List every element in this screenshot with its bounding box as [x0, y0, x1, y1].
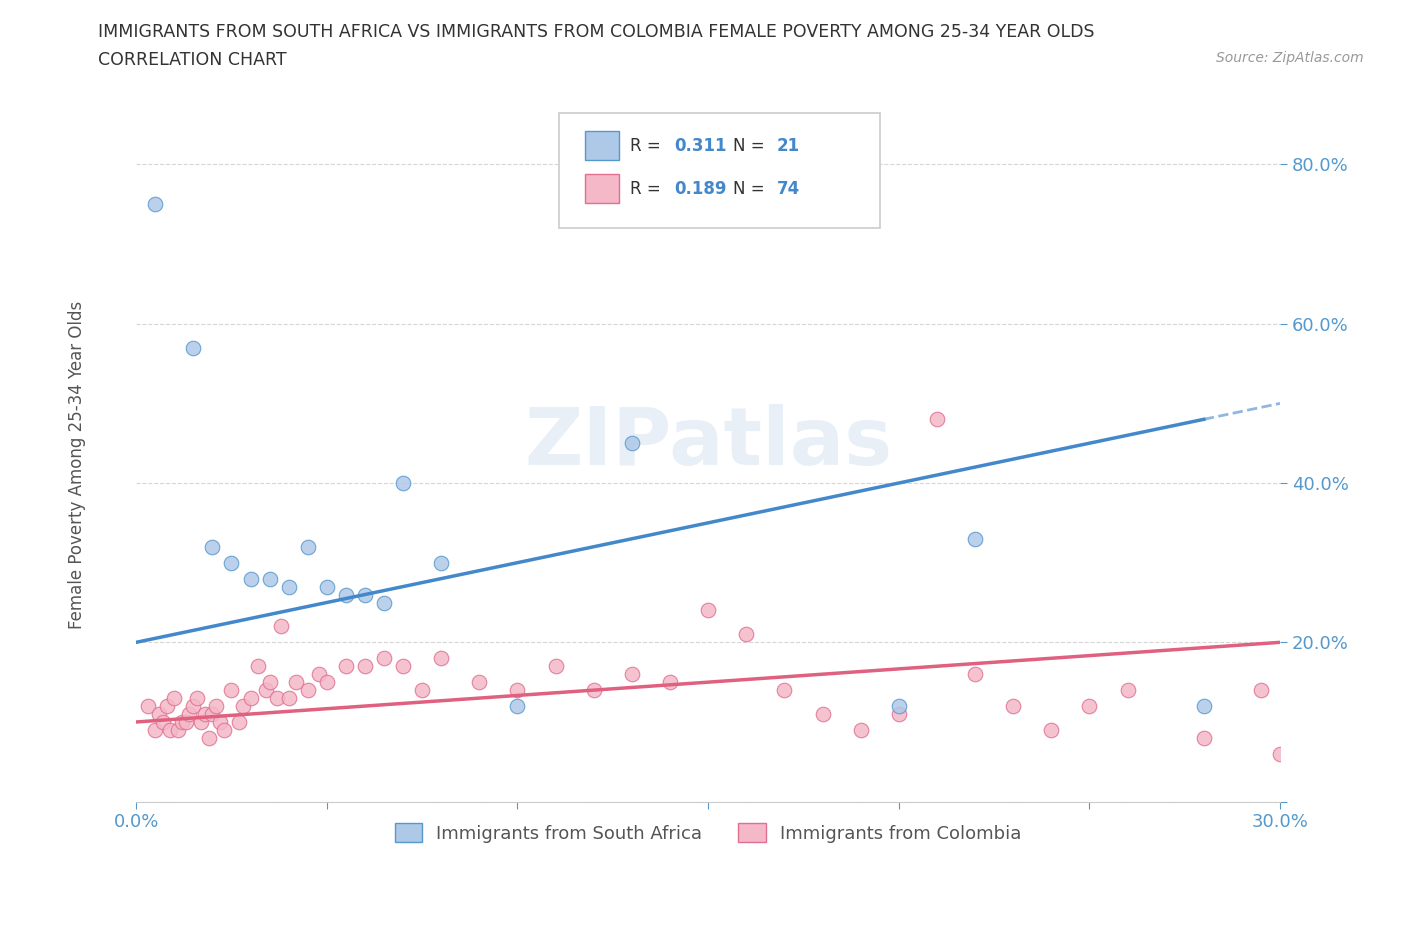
Point — [277, 691, 299, 706]
Point — [136, 698, 159, 713]
Point — [297, 683, 319, 698]
Point — [620, 667, 643, 682]
Point — [430, 651, 453, 666]
Text: ZIPatlas: ZIPatlas — [524, 405, 893, 482]
Point — [186, 691, 208, 706]
Point — [205, 698, 228, 713]
Point — [620, 436, 643, 451]
Point — [212, 723, 235, 737]
Point — [270, 619, 292, 634]
Point — [170, 714, 193, 729]
Point — [773, 683, 796, 698]
Point — [239, 571, 262, 586]
Point — [190, 714, 212, 729]
Point — [201, 707, 224, 722]
Text: R =: R = — [630, 179, 666, 198]
Point — [925, 412, 948, 427]
Point — [506, 683, 529, 698]
Point — [181, 340, 204, 355]
Point — [159, 723, 181, 737]
Point — [247, 658, 270, 673]
Point — [965, 667, 987, 682]
Point — [411, 683, 433, 698]
Point — [194, 707, 217, 722]
Point — [181, 698, 204, 713]
Point — [506, 698, 529, 713]
Text: 21: 21 — [776, 137, 800, 154]
Point — [849, 723, 872, 737]
Point — [143, 197, 166, 212]
Point — [266, 691, 288, 706]
Point — [156, 698, 179, 713]
Point — [1192, 698, 1215, 713]
Point — [259, 675, 281, 690]
Text: 0.189: 0.189 — [673, 179, 727, 198]
FancyBboxPatch shape — [560, 113, 880, 228]
Point — [965, 531, 987, 546]
Point — [1268, 747, 1291, 762]
Point — [887, 698, 910, 713]
Point — [1250, 683, 1272, 698]
Text: Female Poverty Among 25-34 Year Olds: Female Poverty Among 25-34 Year Olds — [69, 301, 86, 629]
Point — [228, 714, 250, 729]
Point — [697, 603, 720, 618]
Text: CORRELATION CHART: CORRELATION CHART — [98, 51, 287, 69]
Point — [887, 707, 910, 722]
Point — [335, 658, 357, 673]
FancyBboxPatch shape — [585, 174, 619, 203]
Point — [315, 579, 337, 594]
Point — [221, 683, 243, 698]
Text: N =: N = — [734, 179, 770, 198]
Point — [335, 587, 357, 602]
Text: IMMIGRANTS FROM SOUTH AFRICA VS IMMIGRANTS FROM COLOMBIA FEMALE POVERTY AMONG 25: IMMIGRANTS FROM SOUTH AFRICA VS IMMIGRAN… — [98, 23, 1095, 41]
Point — [308, 667, 330, 682]
Point — [143, 723, 166, 737]
Point — [373, 651, 395, 666]
Text: 0.311: 0.311 — [673, 137, 727, 154]
Point — [811, 707, 834, 722]
Point — [285, 675, 308, 690]
Point — [468, 675, 491, 690]
Point — [152, 714, 174, 729]
Point — [148, 707, 170, 722]
Point — [659, 675, 682, 690]
Point — [179, 707, 201, 722]
Point — [1002, 698, 1025, 713]
Point — [163, 691, 186, 706]
Point — [735, 627, 758, 642]
Point — [1040, 723, 1063, 737]
FancyBboxPatch shape — [585, 131, 619, 160]
Text: N =: N = — [734, 137, 770, 154]
Point — [174, 714, 197, 729]
Legend: Immigrants from South Africa, Immigrants from Colombia: Immigrants from South Africa, Immigrants… — [388, 817, 1029, 850]
Point — [201, 539, 224, 554]
Point — [259, 571, 281, 586]
Point — [354, 587, 377, 602]
Text: R =: R = — [630, 137, 666, 154]
Point — [373, 595, 395, 610]
Point — [1192, 730, 1215, 745]
Text: Source: ZipAtlas.com: Source: ZipAtlas.com — [1216, 51, 1364, 65]
Point — [1078, 698, 1101, 713]
Point — [392, 475, 415, 490]
Point — [297, 539, 319, 554]
Point — [208, 714, 231, 729]
Point — [277, 579, 299, 594]
Point — [392, 658, 415, 673]
Point — [232, 698, 254, 713]
Point — [197, 730, 219, 745]
Text: 74: 74 — [776, 179, 800, 198]
Point — [354, 658, 377, 673]
Point — [221, 555, 243, 570]
Point — [239, 691, 262, 706]
Point — [582, 683, 605, 698]
Point — [167, 723, 190, 737]
Point — [254, 683, 277, 698]
Point — [315, 675, 337, 690]
Point — [544, 658, 567, 673]
Point — [430, 555, 453, 570]
Point — [1116, 683, 1139, 698]
